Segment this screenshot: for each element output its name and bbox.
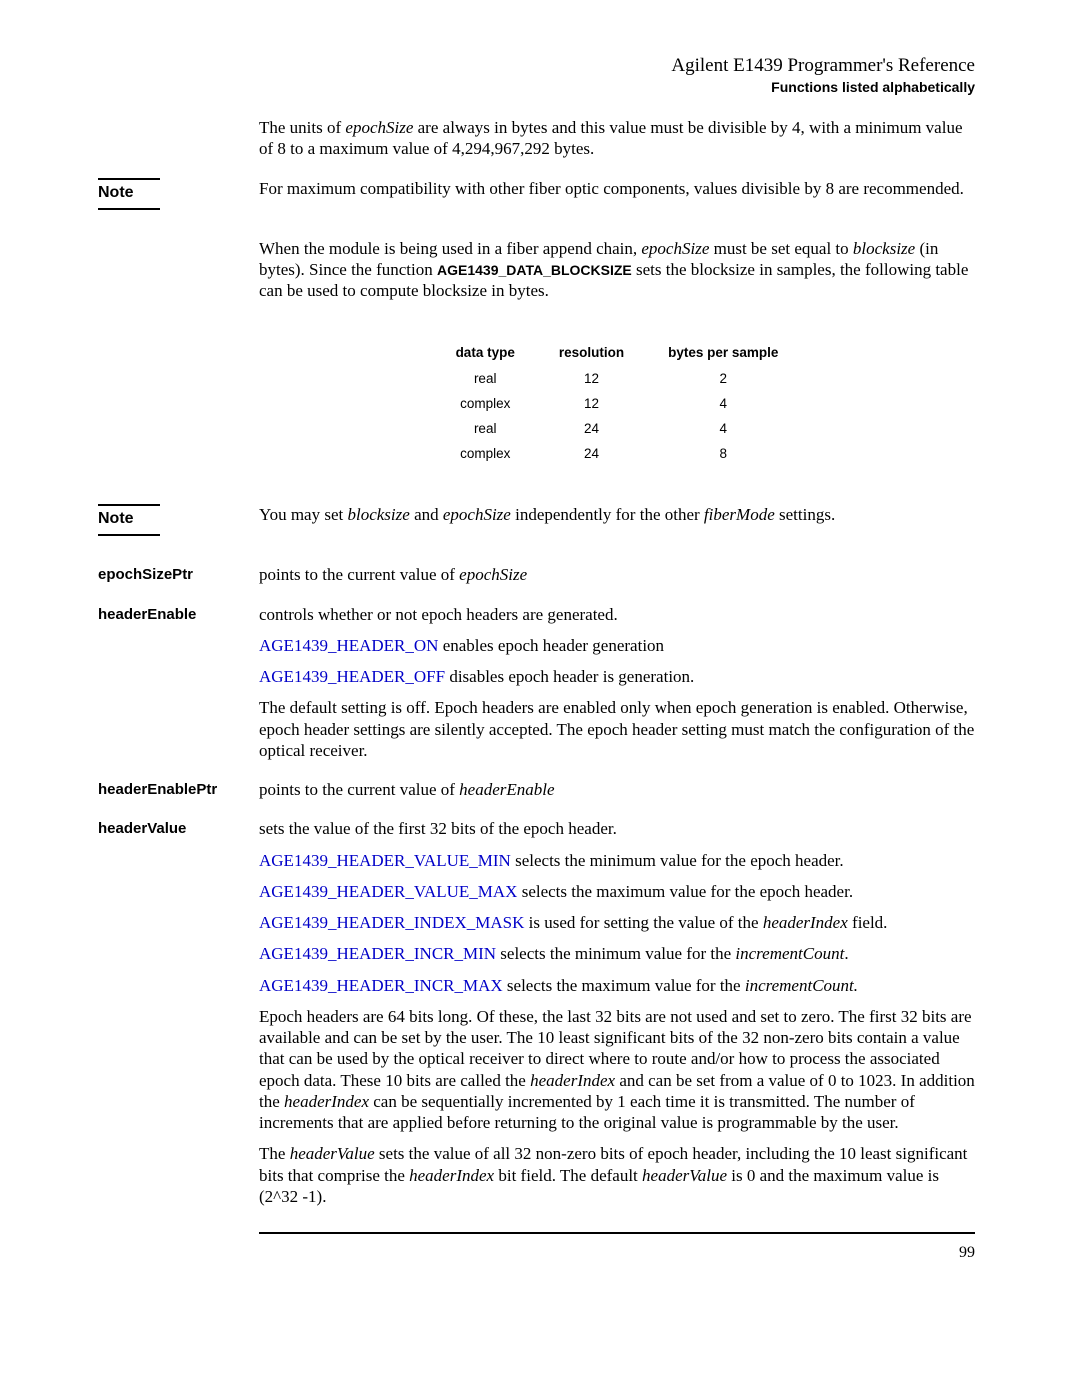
header-title: Agilent E1439 Programmer's Reference [98, 55, 975, 77]
page-number: 99 [98, 1244, 975, 1262]
table-row: complex 12 4 [434, 391, 801, 416]
blocksize-table: data type resolution bytes per sample re… [434, 339, 801, 466]
table-row: real 12 2 [434, 366, 801, 391]
body-paragraph: AGE1439_HEADER_VALUE_MAX selects the max… [259, 881, 975, 902]
body-paragraph: AGE1439_HEADER_INCR_MAX selects the maxi… [259, 975, 975, 996]
table-row: complex 24 8 [434, 441, 801, 466]
note-label: Note [98, 178, 160, 210]
body-paragraph: When the module is being used in a fiber… [259, 238, 975, 302]
reference-link[interactable]: AGE1439_HEADER_INCR_MAX [259, 976, 503, 995]
body-paragraph: AGE1439_HEADER_INDEX_MASK is used for se… [259, 912, 975, 933]
table-row: real 24 4 [434, 416, 801, 441]
param-desc: points to the current value of epochSize [259, 564, 975, 585]
body-paragraph: The units of epochSize are always in byt… [259, 117, 975, 160]
footer-rule [259, 1232, 975, 1234]
reference-link[interactable]: AGE1439_HEADER_VALUE_MIN [259, 851, 511, 870]
note-text: You may set blocksize and epochSize inde… [259, 504, 975, 525]
body-paragraph: AGE1439_HEADER_OFF disables epoch header… [259, 666, 975, 687]
note-text: For maximum compatibility with other fib… [259, 178, 975, 199]
body-paragraph: The default setting is off. Epoch header… [259, 697, 975, 761]
param-label: epochSizePtr [98, 566, 193, 583]
body-paragraph: AGE1439_HEADER_ON enables epoch header g… [259, 635, 975, 656]
header-subtitle: Functions listed alphabetically [98, 79, 975, 95]
reference-link[interactable]: AGE1439_HEADER_VALUE_MAX [259, 882, 517, 901]
note-label: Note [98, 504, 160, 536]
body-paragraph: AGE1439_HEADER_INCR_MIN selects the mini… [259, 943, 975, 964]
table-header: resolution [537, 339, 646, 366]
table-header: bytes per sample [646, 339, 800, 366]
body-paragraph: Epoch headers are 64 bits long. Of these… [259, 1006, 975, 1134]
reference-link[interactable]: AGE1439_HEADER_INCR_MIN [259, 944, 496, 963]
body-paragraph: AGE1439_HEADER_VALUE_MIN selects the min… [259, 850, 975, 871]
body-paragraph: The headerValue sets the value of all 32… [259, 1143, 975, 1207]
page-content: Agilent E1439 Programmer's Reference Fun… [0, 0, 1080, 1302]
param-label: headerValue [98, 820, 186, 837]
reference-link[interactable]: AGE1439_HEADER_INDEX_MASK [259, 913, 524, 932]
param-desc: sets the value of the first 32 bits of t… [259, 818, 975, 839]
param-label: headerEnable [98, 606, 196, 623]
param-desc: points to the current value of headerEna… [259, 779, 975, 800]
reference-link[interactable]: AGE1439_HEADER_OFF [259, 667, 445, 686]
page-header: Agilent E1439 Programmer's Reference Fun… [98, 55, 975, 95]
param-label: headerEnablePtr [98, 781, 217, 798]
reference-link[interactable]: AGE1439_HEADER_ON [259, 636, 438, 655]
param-desc: controls whether or not epoch headers ar… [259, 604, 975, 625]
table-header: data type [434, 339, 537, 366]
